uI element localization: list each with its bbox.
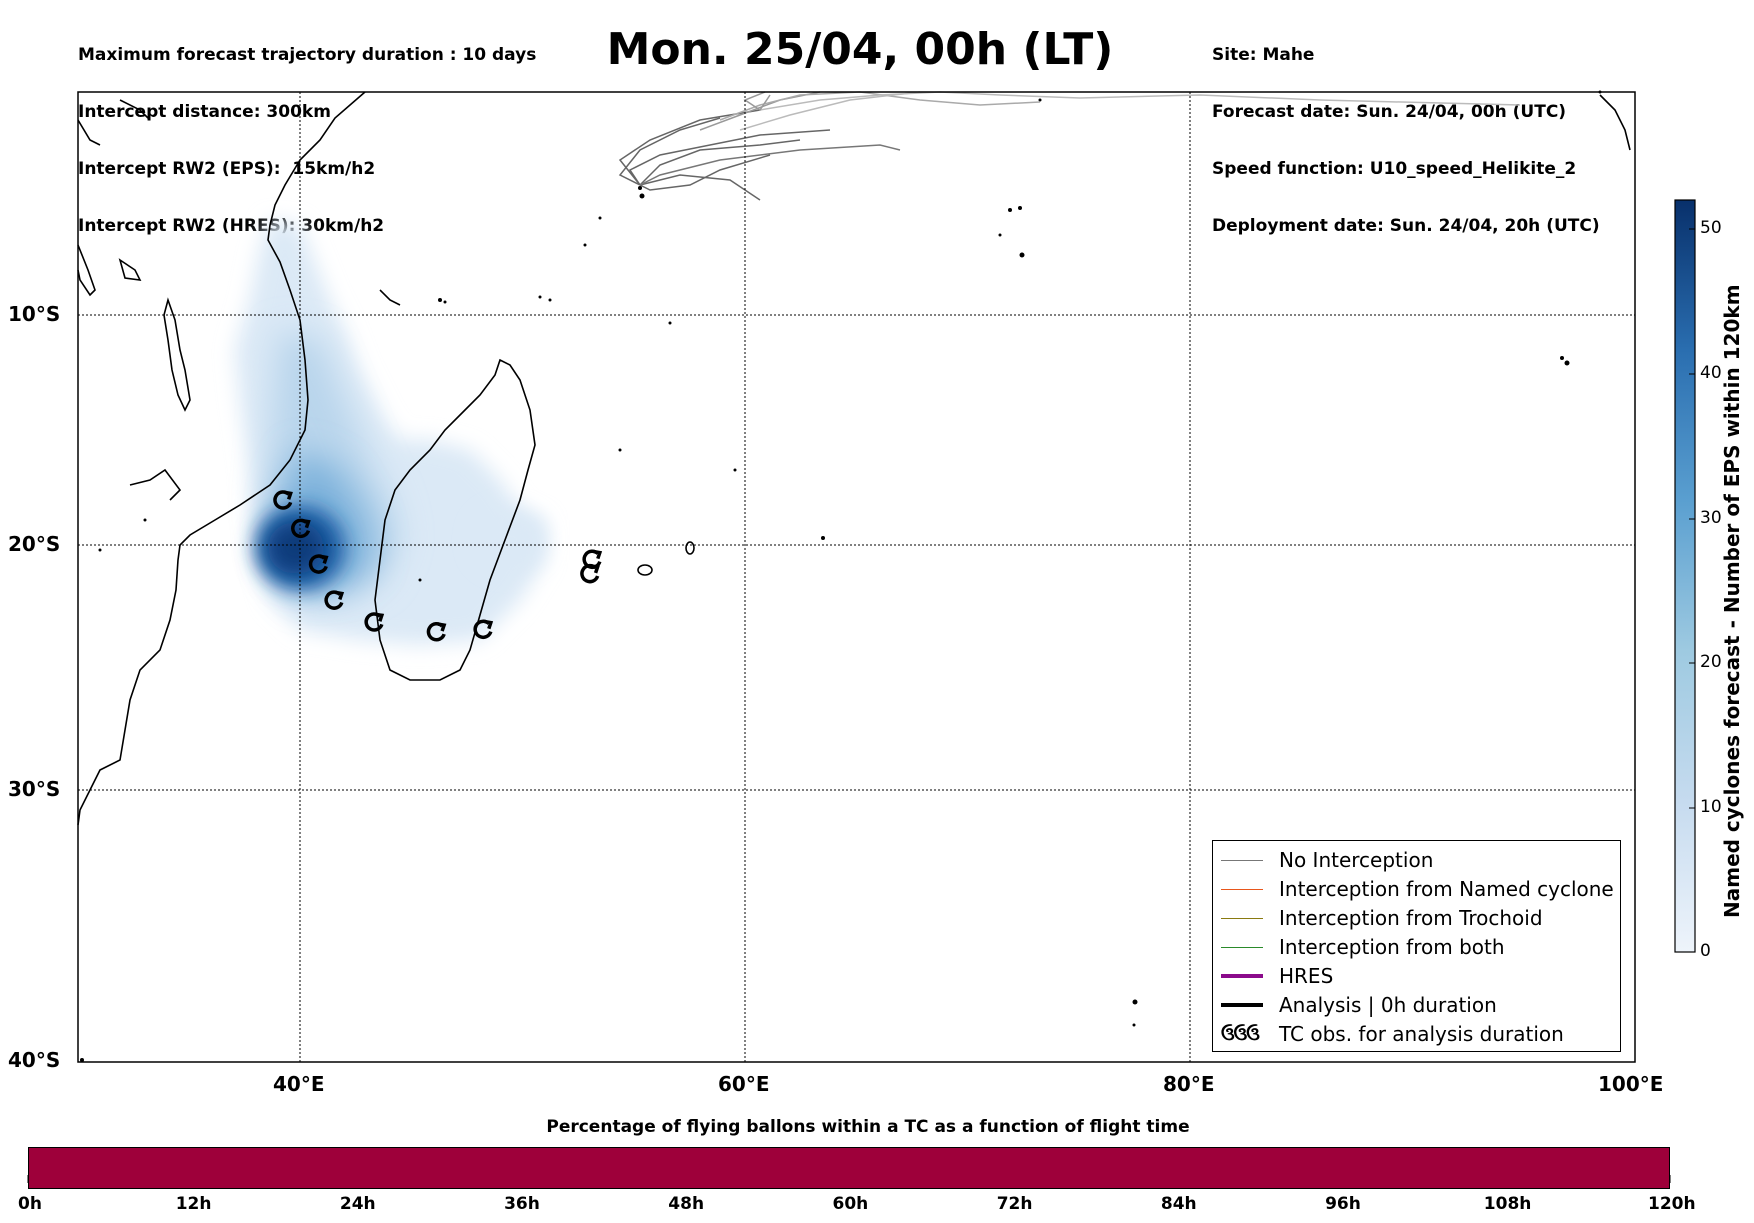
tc-observation-icon — [273, 490, 293, 510]
legend-label: Interception from Named cyclone — [1279, 877, 1614, 901]
reunion-island — [685, 541, 695, 555]
density-low-east — [475, 510, 545, 570]
eps-density-field — [235, 220, 545, 645]
lake-fragment — [118, 258, 142, 281]
cyclone-symbol-icon: ઉઉઉ — [1221, 1023, 1260, 1045]
colorbar-tick-label: 10 — [1700, 797, 1722, 817]
header-line: Intercept RW2 (EPS): 15km/h2 — [78, 159, 376, 179]
header-info-left: Maximum forecast trajectory duration : 1… — [78, 8, 536, 255]
lat-label-20s: 20°S — [8, 532, 61, 556]
colorbar-tick-label: 30 — [1700, 508, 1722, 528]
flight-bar-tick-label: 12h — [175, 1194, 212, 1214]
lon-label-80e: 80°E — [1163, 1072, 1215, 1096]
header-line: Forecast date: Sun. 24/04, 00h (UTC) — [1212, 102, 1567, 122]
flight-bar-tick-label: 36h — [504, 1194, 540, 1214]
legend-label: Interception from Trochoid — [1279, 906, 1543, 930]
coast-fragment — [77, 244, 96, 297]
legend-item-both: Interception from both — [1213, 934, 1505, 960]
lon-label-60e: 60°E — [718, 1072, 770, 1096]
header-line: Speed function: U10_speed_Helikite_2 — [1212, 159, 1577, 179]
legend-item-hres: HRES — [1213, 963, 1333, 989]
gridlines — [78, 92, 1635, 1062]
header-line: Deployment date: Sun. 24/04, 20h (UTC) — [1212, 216, 1600, 236]
lat-label-40s: 40°S — [8, 1048, 61, 1072]
colorbar — [1674, 199, 1696, 953]
legend-item-trochoid: Interception from Trochoid — [1213, 905, 1543, 931]
lon-label-100e: 100°E — [1598, 1072, 1664, 1096]
legend-item-no-interception: No Interception — [1213, 847, 1433, 873]
flight-bar-tick-label: 108h — [1483, 1194, 1532, 1214]
lat-label-30s: 30°S — [8, 777, 61, 801]
tc-observation-icon — [308, 554, 329, 574]
tc-observation-icon — [580, 563, 600, 584]
flight-bar-tick-label: 72h — [996, 1194, 1033, 1214]
legend-swatch — [1221, 1003, 1263, 1007]
legend-label: TC obs. for analysis duration — [1279, 1022, 1564, 1046]
tc-observation-icon — [364, 612, 385, 632]
flight-bar-tick-label: 24h — [339, 1194, 376, 1214]
coast-fragment — [129, 468, 182, 501]
coast-fragment — [119, 99, 151, 121]
legend-label: Analysis | 0h duration — [1279, 993, 1497, 1017]
header-info-right: Site: Mahe Forecast date: Sun. 24/04, 00… — [1212, 8, 1600, 255]
flight-bar-tick-label: 84h — [1160, 1194, 1197, 1214]
legend-item-tc-obs: ઉઉઉ TC obs. for analysis duration — [1213, 1021, 1564, 1047]
flight-time-bar — [28, 1147, 1670, 1189]
flight-bar-title: Percentage of flying ballons within a TC… — [546, 1117, 1190, 1137]
tc-observation-icon — [291, 518, 311, 539]
coast-fragment — [379, 289, 401, 306]
legend-label: Interception from both — [1279, 935, 1505, 959]
legend-item-analysis: Analysis | 0h duration — [1213, 992, 1497, 1018]
mauritius-island — [637, 564, 653, 576]
map-legend: No Interception Interception from Named … — [1212, 840, 1621, 1052]
flight-bar-tick-label: 96h — [1325, 1194, 1361, 1214]
lake-malawi — [163, 297, 191, 412]
legend-swatch — [1221, 888, 1263, 890]
legend-swatch — [1221, 859, 1263, 861]
colorbar-ticks — [1689, 228, 1695, 953]
map-title: Mon. 25/04, 00h (LT) — [606, 24, 1114, 75]
tc-observations — [273, 490, 603, 642]
lon-label-40e: 40°E — [273, 1072, 325, 1096]
header-line: Site: Mahe — [1212, 45, 1315, 65]
no-interception-trajectories — [618, 91, 1521, 201]
density-core — [268, 522, 324, 574]
coastlines — [77, 91, 1631, 826]
legend-swatch — [1221, 974, 1263, 978]
tc-observation-icon — [324, 590, 345, 610]
legend-label: HRES — [1279, 964, 1334, 988]
header-line: Maximum forecast trajectory duration : 1… — [78, 45, 537, 65]
flight-bar-tick-label: 0h — [18, 1194, 42, 1214]
colorbar-tick-label: 50 — [1700, 218, 1722, 238]
legend-item-named-cyclone: Interception from Named cyclone — [1213, 876, 1614, 902]
legend-swatch — [1221, 917, 1263, 919]
colorbar-label: Named cyclones forecast - Number of EPS … — [1720, 284, 1744, 918]
flight-bar-tick-label: 60h — [832, 1194, 869, 1214]
coast-fragment — [1599, 94, 1631, 151]
colorbar-tick-label: 0 — [1700, 941, 1711, 961]
africa-coast — [77, 91, 366, 826]
tc-observation-icon — [473, 619, 494, 639]
tc-observation-icon — [426, 622, 447, 642]
colorbar-tick-label: 20 — [1700, 652, 1722, 672]
coast-fragment — [77, 119, 101, 146]
flight-bar-tick-label: 48h — [668, 1194, 705, 1214]
flight-bar-tick-label: 120h — [1648, 1194, 1696, 1214]
header-line: Intercept distance: 300km — [78, 102, 331, 122]
small-islands — [80, 90, 1602, 1062]
colorbar-tick-label: 40 — [1700, 363, 1722, 383]
legend-label: No Interception — [1279, 848, 1434, 872]
legend-swatch — [1221, 946, 1263, 948]
map-frame — [77, 91, 1636, 1063]
madagascar-coast — [374, 358, 536, 681]
lat-label-10s: 10°S — [8, 302, 61, 326]
